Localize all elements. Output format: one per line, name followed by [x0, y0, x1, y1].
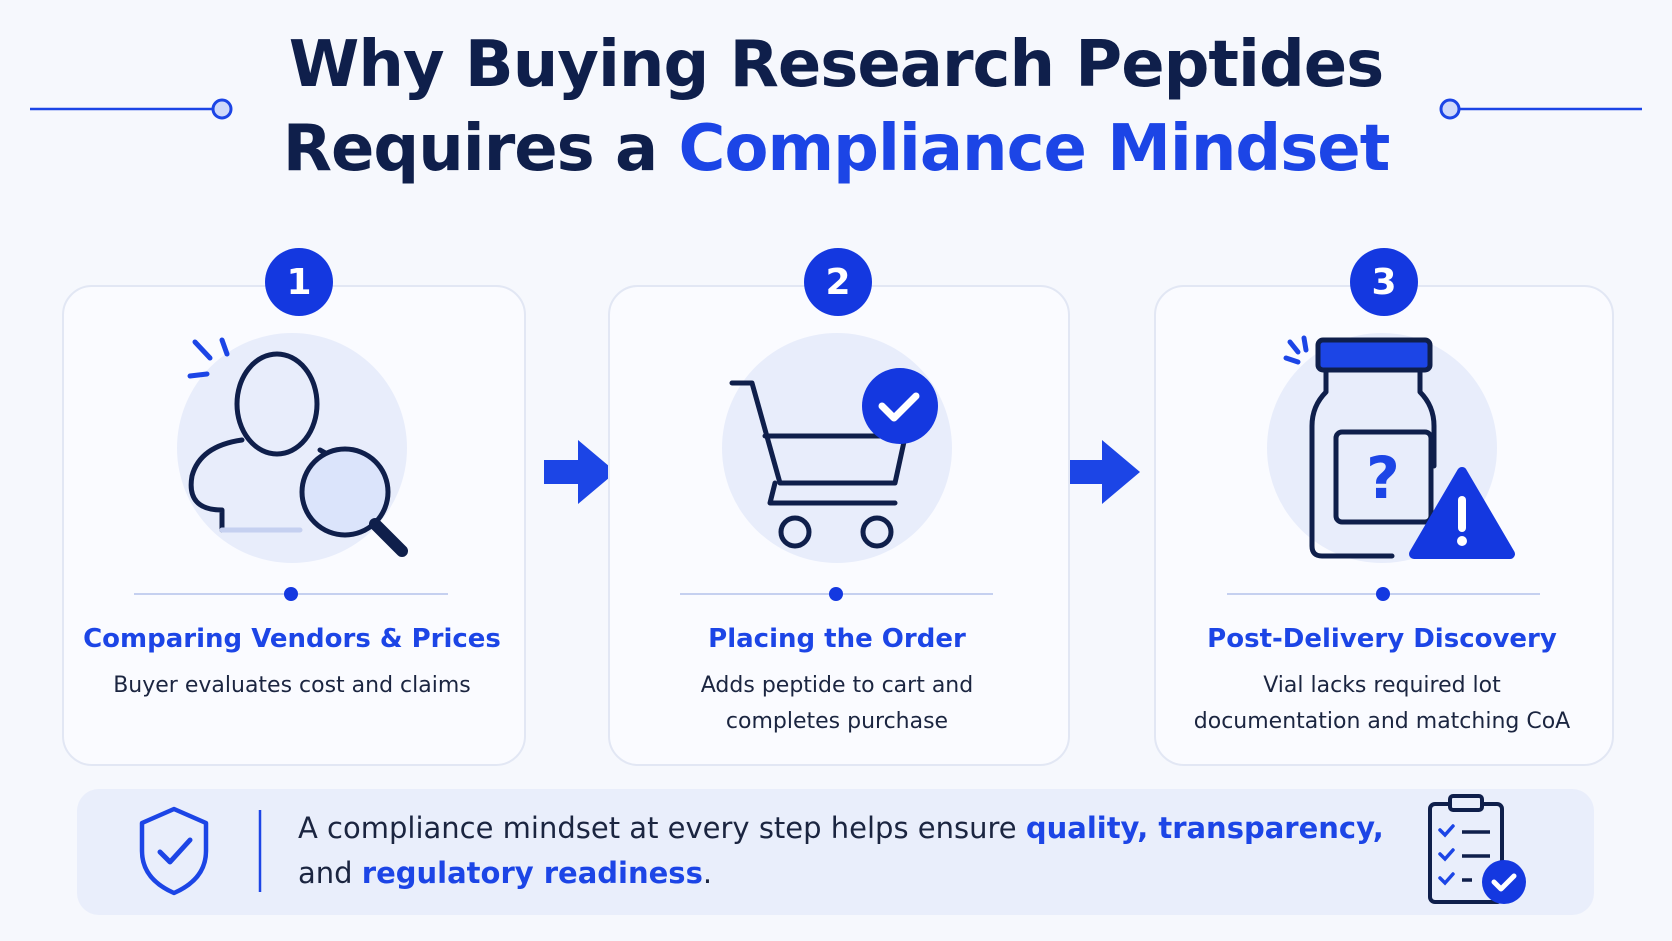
desc-line: documentation and matching CoA	[1193, 709, 1571, 734]
title-line-1: Why Buying Research Peptides	[288, 28, 1385, 102]
desc-line: Vial lacks required lot	[1263, 673, 1501, 698]
desc-line: Adds peptide to cart and	[700, 673, 974, 698]
step-title: Placing the Order	[708, 624, 966, 654]
footer-banner	[77, 789, 1594, 915]
footer-plain: .	[702, 856, 713, 890]
footer-emphasis: quality, transparency,	[1025, 811, 1384, 845]
title-highlight: Compliance Mindset	[678, 112, 1391, 186]
step-description: Vial lacks required lot documentation and…	[1154, 668, 1610, 740]
footer-emphasis: regulatory readiness	[361, 856, 703, 890]
desc-line: Buyer evaluates cost and claims	[113, 673, 471, 698]
footer-text: A compliance mindset at every step helps…	[298, 806, 1384, 896]
footer-plain: and	[298, 856, 353, 890]
footer-icons	[139, 794, 1526, 904]
step-description: Buyer evaluates cost and claims	[62, 668, 522, 704]
title-plain: Requires a	[282, 112, 659, 186]
step-title: Comparing Vendors & Prices	[83, 624, 501, 654]
step-title: Post-Delivery Discovery	[1207, 624, 1557, 654]
step-number: 1	[265, 248, 333, 316]
step-description: Adds peptide to cart and completes purcha…	[608, 668, 1066, 740]
desc-line: completes purchase	[725, 709, 949, 734]
step-number: 2	[804, 248, 872, 316]
footer-plain: A compliance mindset at every step helps…	[298, 811, 1017, 845]
step-number: 3	[1350, 248, 1418, 316]
svg-text:?: ?	[1366, 444, 1400, 512]
title-line-2: Requires a Compliance Mindset	[0, 112, 1672, 186]
